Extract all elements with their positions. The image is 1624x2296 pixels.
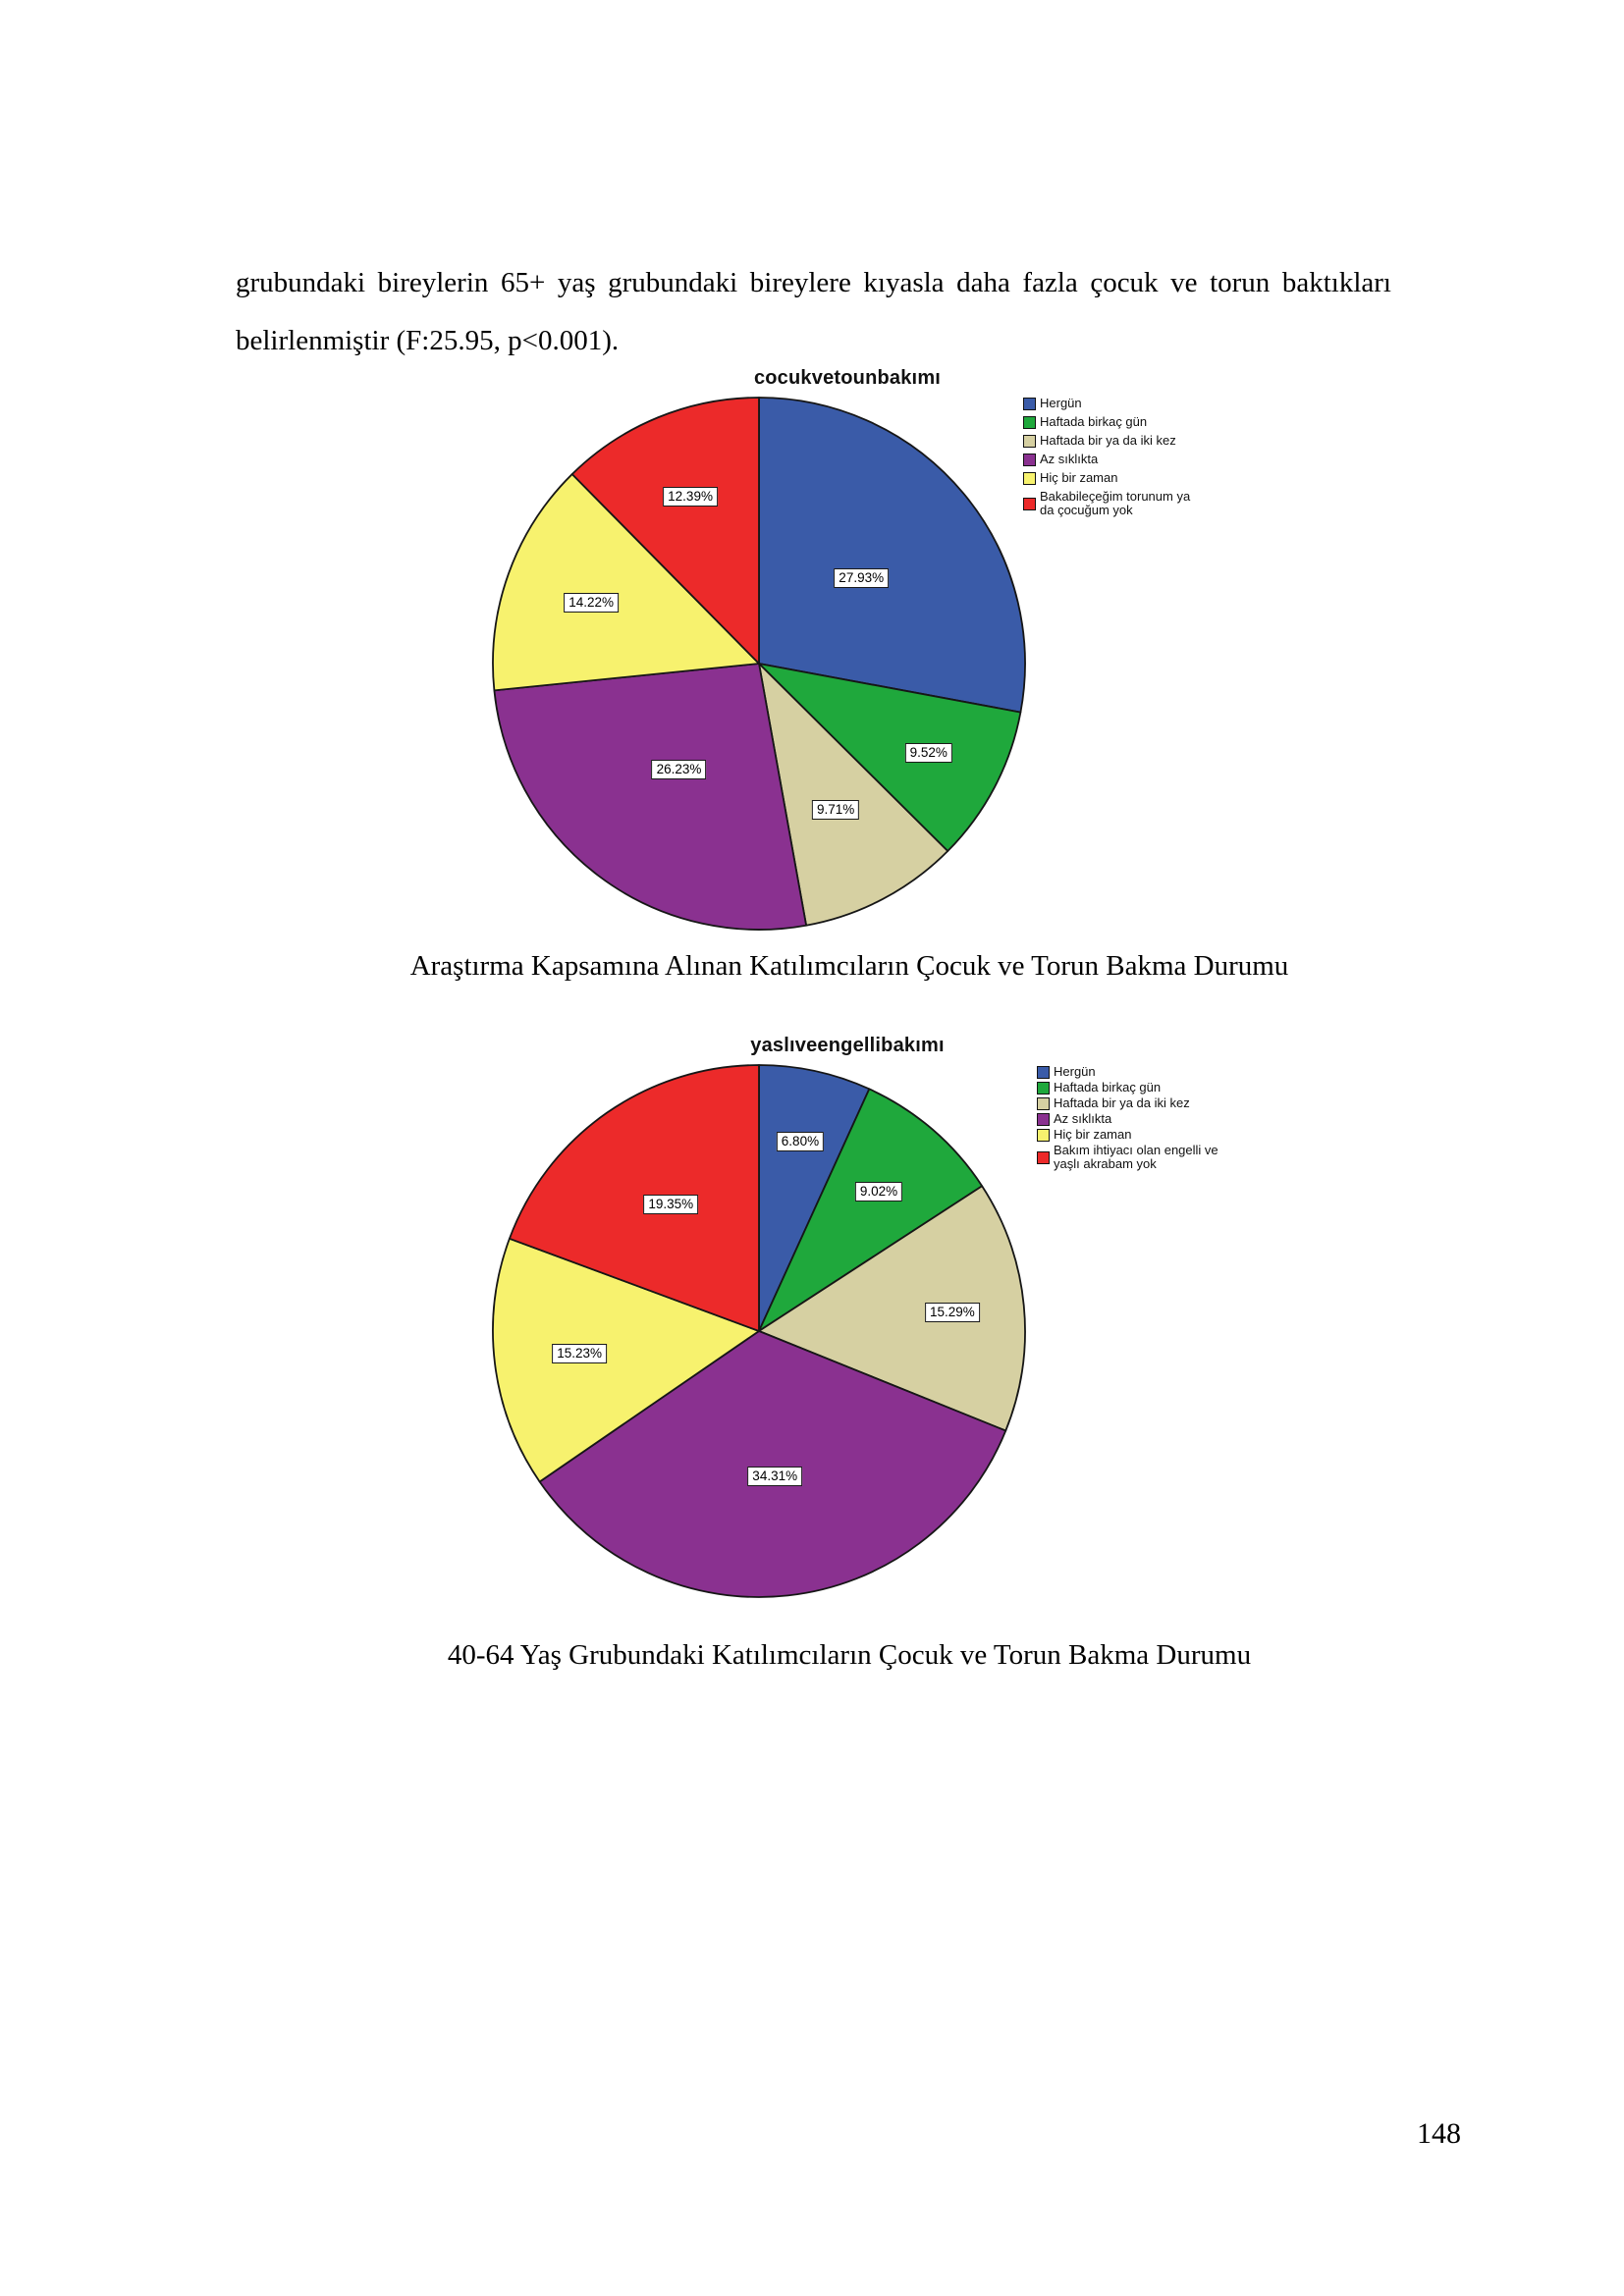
slice-value-label-herg-n: 6.80% [776,1131,825,1151]
pie-slice-haftada-bir-ya-da-iki-kez [758,663,949,927]
pie-slice-bakabile-e-im-torunum-ya-da-ocu-um-yok [570,397,760,665]
legend-item-bakabile-e-im-torunum-ya-da-ocu-um-yok: Bakabileçeğim torunum ya da çocuğum yok [1023,490,1207,517]
legend-label: Hergün [1054,1064,1096,1079]
legend-swatch-az-s-kl-kta [1037,1112,1050,1126]
legend-swatch-haftada-birka-g-n [1037,1081,1050,1095]
legend-item-haftada-birka-g-n: Haftada birkaç gün [1023,415,1207,429]
slice-value-label-haftada-bir-ya-da-iki-kez: 15.29% [925,1302,980,1322]
legend-item-az-s-kl-kta: Az sıklıkta [1023,453,1207,466]
pie-slice-herg-n [758,397,1026,714]
slice-value-label-hi-bir-zaman: 14.22% [564,593,620,614]
legend-swatch-haftada-bir-ya-da-iki-kez [1037,1096,1050,1110]
legend-label: Az sıklıkta [1054,1111,1112,1126]
slice-value-label-bakabile-e-im-torunum-ya-da-ocu-um-yok: 12.39% [663,486,718,507]
slice-value-label-az-s-kl-kta: 26.23% [651,760,707,780]
legend-item-herg-n: Hergün [1023,397,1207,410]
legend-item-az-s-kl-kta: Az sıklıkta [1037,1112,1220,1126]
legend-swatch-hi-bir-zaman [1023,471,1036,485]
slice-value-label-haftada-bir-ya-da-iki-kez: 9.71% [811,799,860,820]
slice-value-label-haftada-birka-g-n: 9.52% [904,742,952,763]
legend-swatch-az-s-kl-kta [1023,453,1036,466]
legend-label: Hiç bir zaman [1054,1127,1132,1142]
legend-label: Bakım ihtiyacı olan engelli ve yaşlı akr… [1054,1143,1218,1171]
legend-item-haftada-bir-ya-da-iki-kez: Haftada bir ya da iki kez [1023,434,1207,448]
pie-svg [492,1064,1026,1598]
legend-cocukvetounbakimi: Hergün Haftada birkaç gün Haftada bir ya d… [1023,397,1207,522]
chart-title-cocukvetounbakimi: cocukvetounbakımı [753,367,942,389]
legend-label: Bakabileçeğim torunum ya da çocuğum yok [1040,489,1191,517]
legend-item-hi-bir-zaman: Hiç bir zaman [1023,471,1207,485]
slice-value-label-az-s-kl-kta: 34.31% [747,1467,803,1487]
legend-item-hi-bir-zaman: Hiç bir zaman [1037,1128,1220,1142]
legend-swatch-haftada-bir-ya-da-iki-kez [1023,434,1036,448]
pie-slice-haftada-birka-g-n [758,1088,984,1332]
slice-value-label-bak-m-ihtiyac-olan-engelli-ve-ya-l-akrabam-yok: 19.35% [643,1194,699,1214]
legend-label: Haftada bir ya da iki kez [1040,433,1176,448]
legend-label: Haftada bir ya da iki kez [1054,1095,1190,1110]
legend-swatch-bak-m-ihtiyac-olan-engelli-ve-ya-l-akrabam-yok [1037,1150,1050,1164]
pie-slice-bak-m-ihtiyac-olan-engelli-ve-ya-l-akrabam-yok [509,1064,760,1332]
pie-svg [492,397,1026,931]
pie-chart-yasliveengellibakimi: 6.80% 9.02% 15.29% 34.31% 15.23% 19.35% [486,1058,1032,1604]
pie-slice-az-s-kl-kta [493,663,807,931]
pie-chart-cocukvetounbakimi: 27.93% 9.52% 9.71% 26.23% 14.22% 12.39% [486,391,1032,936]
legend-label: Hiç bir zaman [1040,470,1118,485]
pie-slice-haftada-bir-ya-da-iki-kez [758,1185,1026,1432]
legend-label: Haftada birkaç gün [1054,1080,1162,1095]
slice-value-label-haftada-birka-g-n: 9.02% [854,1182,903,1202]
slice-value-label-herg-n: 27.93% [834,568,890,589]
legend-item-herg-n: Hergün [1037,1065,1220,1079]
legend-item-bak-m-ihtiyac-olan-engelli-ve-ya-l-akrabam-yok: Bakım ihtiyacı olan engelli ve yaşlı akr… [1037,1144,1220,1171]
legend-label: Hergün [1040,396,1082,410]
legend-swatch-bakabile-e-im-torunum-ya-da-ocu-um-yok [1023,497,1036,510]
pie-slice-hi-bir-zaman [492,1237,760,1483]
legend-item-haftada-bir-ya-da-iki-kez: Haftada bir ya da iki kez [1037,1096,1220,1110]
pie-slice-az-s-kl-kta [538,1330,1007,1598]
legend-label: Haftada birkaç gün [1040,414,1148,429]
slice-value-label-hi-bir-zaman: 15.23% [552,1343,608,1363]
legend-swatch-herg-n [1023,397,1036,410]
legend-item-haftada-birka-g-n: Haftada birkaç gün [1037,1081,1220,1095]
page-number: 148 [1417,2117,1461,2150]
legend-swatch-hi-bir-zaman [1037,1128,1050,1142]
figure-caption-1: Araştırma Kapsamına Alınan Katılımcıları… [409,950,1289,982]
legend-swatch-herg-n [1037,1065,1050,1079]
legend-label: Az sıklıkta [1040,452,1099,466]
figure-caption-2: 40-64 Yaş Grubundaki Katılımcıların Çocu… [447,1639,1252,1671]
pie-slice-haftada-birka-g-n [758,663,1022,852]
pie-slice-hi-bir-zaman [492,473,760,692]
chart-title-yasliveengellibakimi: yaslıveengellibakımı [750,1035,945,1056]
legend-yasliveengellibakimi: Hergün Haftada birkaç gün Haftada bir ya d… [1037,1065,1220,1173]
body-paragraph: grubundaki bireylerin 65+ yaş grubundaki… [236,267,1391,356]
legend-swatch-haftada-birka-g-n [1023,415,1036,429]
